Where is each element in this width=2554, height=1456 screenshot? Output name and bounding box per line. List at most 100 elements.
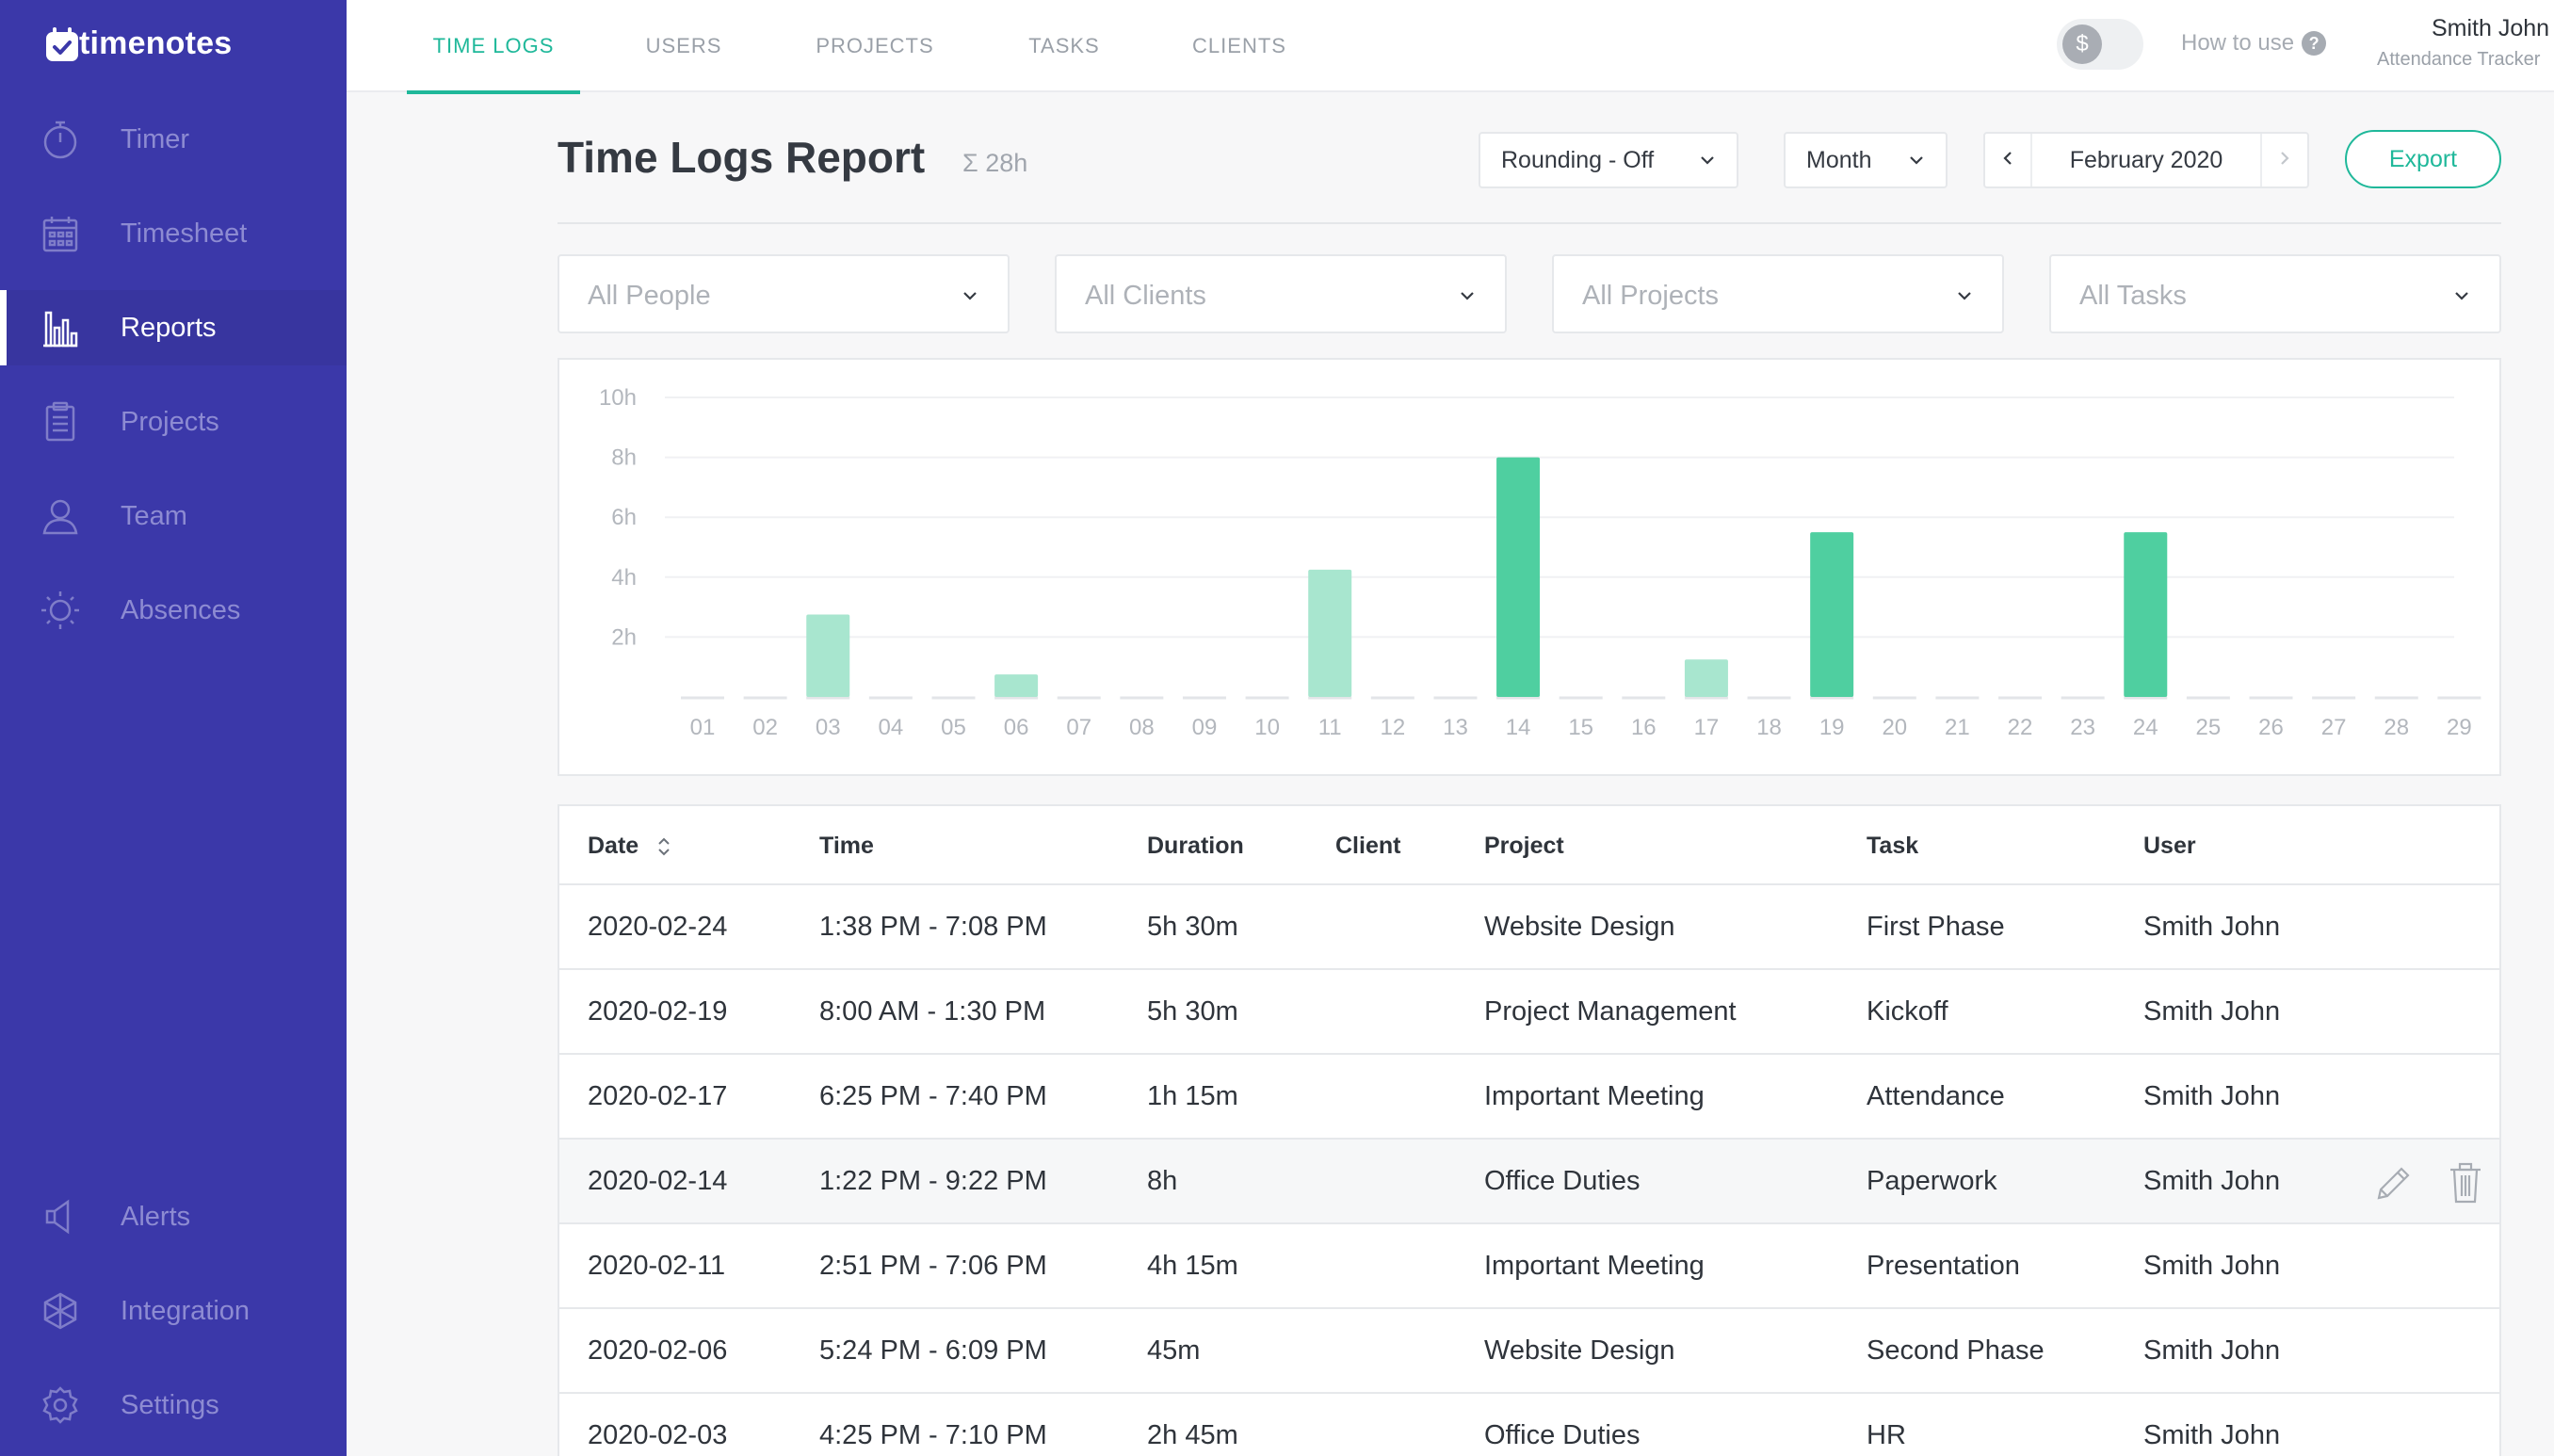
chart-bar[interactable] xyxy=(1308,569,1352,697)
user-role: Attendance Tracker xyxy=(2377,49,2541,70)
y-tick-label: 10h xyxy=(599,385,637,411)
tab-time-logs[interactable]: TIME LOGS xyxy=(407,0,580,94)
sidebar-item-absences[interactable]: Absences xyxy=(0,573,347,648)
tab-projects[interactable]: PROJECTS xyxy=(816,34,934,57)
chart-bar[interactable] xyxy=(2124,532,2168,697)
table-row[interactable]: 2020-02-11 2:51 PM - 7:06 PM 4h 15m Impo… xyxy=(559,1224,2499,1309)
cell-time: 2:51 PM - 7:06 PM xyxy=(819,1251,1047,1281)
tasks-filter[interactable]: All Tasks xyxy=(2049,254,2501,333)
column-header-client: Client xyxy=(1335,833,1401,859)
sidebar-item-label: Integration xyxy=(121,1295,251,1326)
rounding-dropdown[interactable]: Rounding - Off xyxy=(1479,132,1738,188)
top-navigation: TIME LOGS USERS PROJECTS TASKS CLIENTS $… xyxy=(347,0,2554,94)
sidebar-item-team[interactable]: Team xyxy=(0,478,347,554)
how-to-use-label: How to use xyxy=(2181,30,2295,56)
chart-bar[interactable] xyxy=(994,674,1039,697)
x-tick-label: 27 xyxy=(2321,715,2347,740)
cell-time: 6:25 PM - 7:40 PM xyxy=(819,1081,1047,1111)
projects-filter[interactable]: All Projects xyxy=(1552,254,2004,333)
x-tick-label: 03 xyxy=(816,715,841,740)
sidebar-item-projects[interactable]: Projects xyxy=(0,384,347,460)
cell-project: Website Design xyxy=(1484,912,1675,942)
table-row[interactable]: 2020-02-06 5:24 PM - 6:09 PM 45m Website… xyxy=(559,1309,2499,1394)
chevron-down-icon xyxy=(1697,150,1718,177)
period-dropdown[interactable]: Month xyxy=(1784,132,1948,188)
sort-icon[interactable] xyxy=(655,834,672,864)
sidebar-item-integration[interactable]: Integration xyxy=(0,1273,347,1349)
cell-project: Office Duties xyxy=(1484,1420,1641,1450)
projects-filter-value: All Projects xyxy=(1582,281,1720,311)
cell-date: 2020-02-03 xyxy=(588,1420,728,1450)
table-row[interactable]: 2020-02-03 4:25 PM - 7:10 PM 2h 45m Offi… xyxy=(559,1394,2499,1456)
brand[interactable]: timenotes xyxy=(41,21,232,66)
x-tick-label: 28 xyxy=(2384,715,2409,740)
cell-date: 2020-02-11 xyxy=(588,1251,726,1281)
cell-time: 5:24 PM - 6:09 PM xyxy=(819,1335,1047,1366)
cell-task: Attendance xyxy=(1867,1081,2005,1111)
x-tick-label: 09 xyxy=(1192,715,1218,740)
export-button[interactable]: Export xyxy=(2345,130,2501,188)
next-month-button[interactable] xyxy=(2260,134,2307,186)
x-tick-label: 23 xyxy=(2070,715,2095,740)
y-tick-label: 4h xyxy=(611,565,637,590)
edit-pencil-icon[interactable] xyxy=(2371,1160,2417,1210)
help-icon: ? xyxy=(2302,31,2327,56)
column-header-task: Task xyxy=(1867,833,1919,859)
sidebar-item-reports[interactable]: Reports xyxy=(0,290,347,365)
cell-task: HR xyxy=(1867,1420,1906,1450)
x-tick-label: 17 xyxy=(1694,715,1720,740)
cell-user: Smith John xyxy=(2143,1420,2281,1450)
sidebar-item-alerts[interactable]: Alerts xyxy=(0,1179,347,1254)
column-header-time: Time xyxy=(819,833,874,859)
sidebar-item-label: Reports xyxy=(121,312,217,343)
current-month-label: February 2020 xyxy=(2069,147,2223,173)
clients-filter[interactable]: All Clients xyxy=(1055,254,1507,333)
tab-tasks[interactable]: TASKS xyxy=(1028,34,1100,57)
x-tick-label: 05 xyxy=(941,715,966,740)
calendar-icon xyxy=(38,215,83,252)
cell-date: 2020-02-06 xyxy=(588,1335,728,1366)
column-header-date[interactable]: Date xyxy=(588,833,639,859)
billable-toggle[interactable]: $ xyxy=(2057,19,2143,70)
people-filter[interactable]: All People xyxy=(558,254,1010,333)
sidebar-item-timer[interactable]: Timer xyxy=(0,102,347,177)
tab-clients[interactable]: CLIENTS xyxy=(1192,34,1286,57)
megaphone-icon xyxy=(38,1198,83,1236)
sidebar-item-timesheet[interactable]: Timesheet xyxy=(0,196,347,271)
y-tick-label: 6h xyxy=(611,505,637,530)
delete-trash-icon[interactable] xyxy=(2445,1160,2486,1210)
chevron-left-icon xyxy=(1998,149,2017,172)
chevron-down-icon xyxy=(959,284,981,312)
tab-users[interactable]: USERS xyxy=(645,34,722,57)
sidebar-item-label: Timer xyxy=(121,123,190,154)
bar-chart-icon xyxy=(38,309,83,348)
sidebar-item-settings[interactable]: Settings xyxy=(0,1367,347,1443)
table-row[interactable]: 2020-02-24 1:38 PM - 7:08 PM 5h 30m Webs… xyxy=(559,885,2499,970)
previous-month-button[interactable] xyxy=(1985,134,2032,186)
logo-icon xyxy=(41,24,83,71)
x-tick-label: 12 xyxy=(1380,715,1405,740)
user-name[interactable]: Smith John xyxy=(2432,15,2550,41)
cell-task: First Phase xyxy=(1867,912,2005,942)
table-row[interactable]: 2020-02-14 1:22 PM - 9:22 PM 8h Office D… xyxy=(559,1140,2499,1224)
x-tick-label: 04 xyxy=(879,715,904,740)
tasks-filter-value: All Tasks xyxy=(2079,281,2187,311)
rounding-value: Rounding - Off xyxy=(1501,146,1655,173)
chart-bar[interactable] xyxy=(1496,457,1541,697)
table-row[interactable]: 2020-02-19 8:00 AM - 1:30 PM 5h 30m Proj… xyxy=(559,970,2499,1055)
integration-icon xyxy=(38,1292,83,1330)
chart-bar[interactable] xyxy=(1810,532,1854,697)
x-tick-label: 19 xyxy=(1819,715,1845,740)
stopwatch-icon xyxy=(38,121,83,159)
divider xyxy=(558,222,2501,224)
table-row[interactable]: 2020-02-17 6:25 PM - 7:40 PM 1h 15m Impo… xyxy=(559,1055,2499,1140)
x-tick-label: 25 xyxy=(2196,715,2222,740)
sidebar-item-label: Projects xyxy=(121,406,219,437)
chart-bar[interactable] xyxy=(806,614,850,697)
total-duration: Σ 28h xyxy=(962,149,1028,177)
chevron-down-icon xyxy=(1906,150,1927,177)
sidebar: timenotes Timer Timesheet Reports Projec… xyxy=(0,0,347,1456)
how-to-use-link[interactable]: How to use ? xyxy=(2181,30,2327,57)
chart-bar[interactable] xyxy=(1684,659,1728,697)
x-tick-label: 08 xyxy=(1129,715,1155,740)
